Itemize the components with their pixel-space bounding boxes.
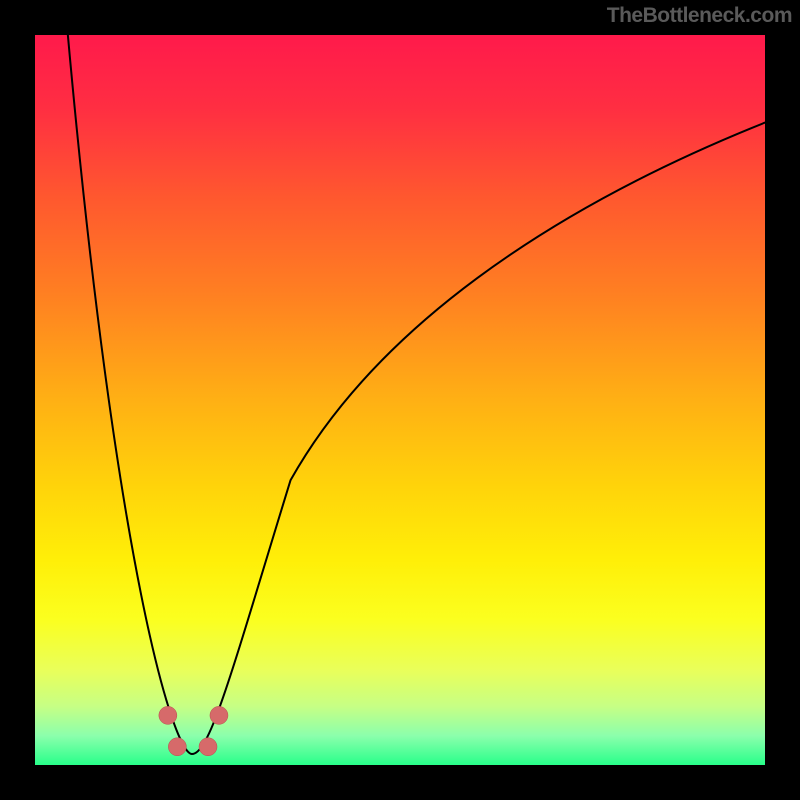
chart-container: TheBottleneck.com [0,0,800,800]
marker-point [159,706,177,724]
marker-point [210,706,228,724]
marker-point [199,738,217,756]
marker-point [168,738,186,756]
watermark-text: TheBottleneck.com [607,4,792,28]
chart-svg [0,0,800,800]
gradient-background [35,35,765,765]
